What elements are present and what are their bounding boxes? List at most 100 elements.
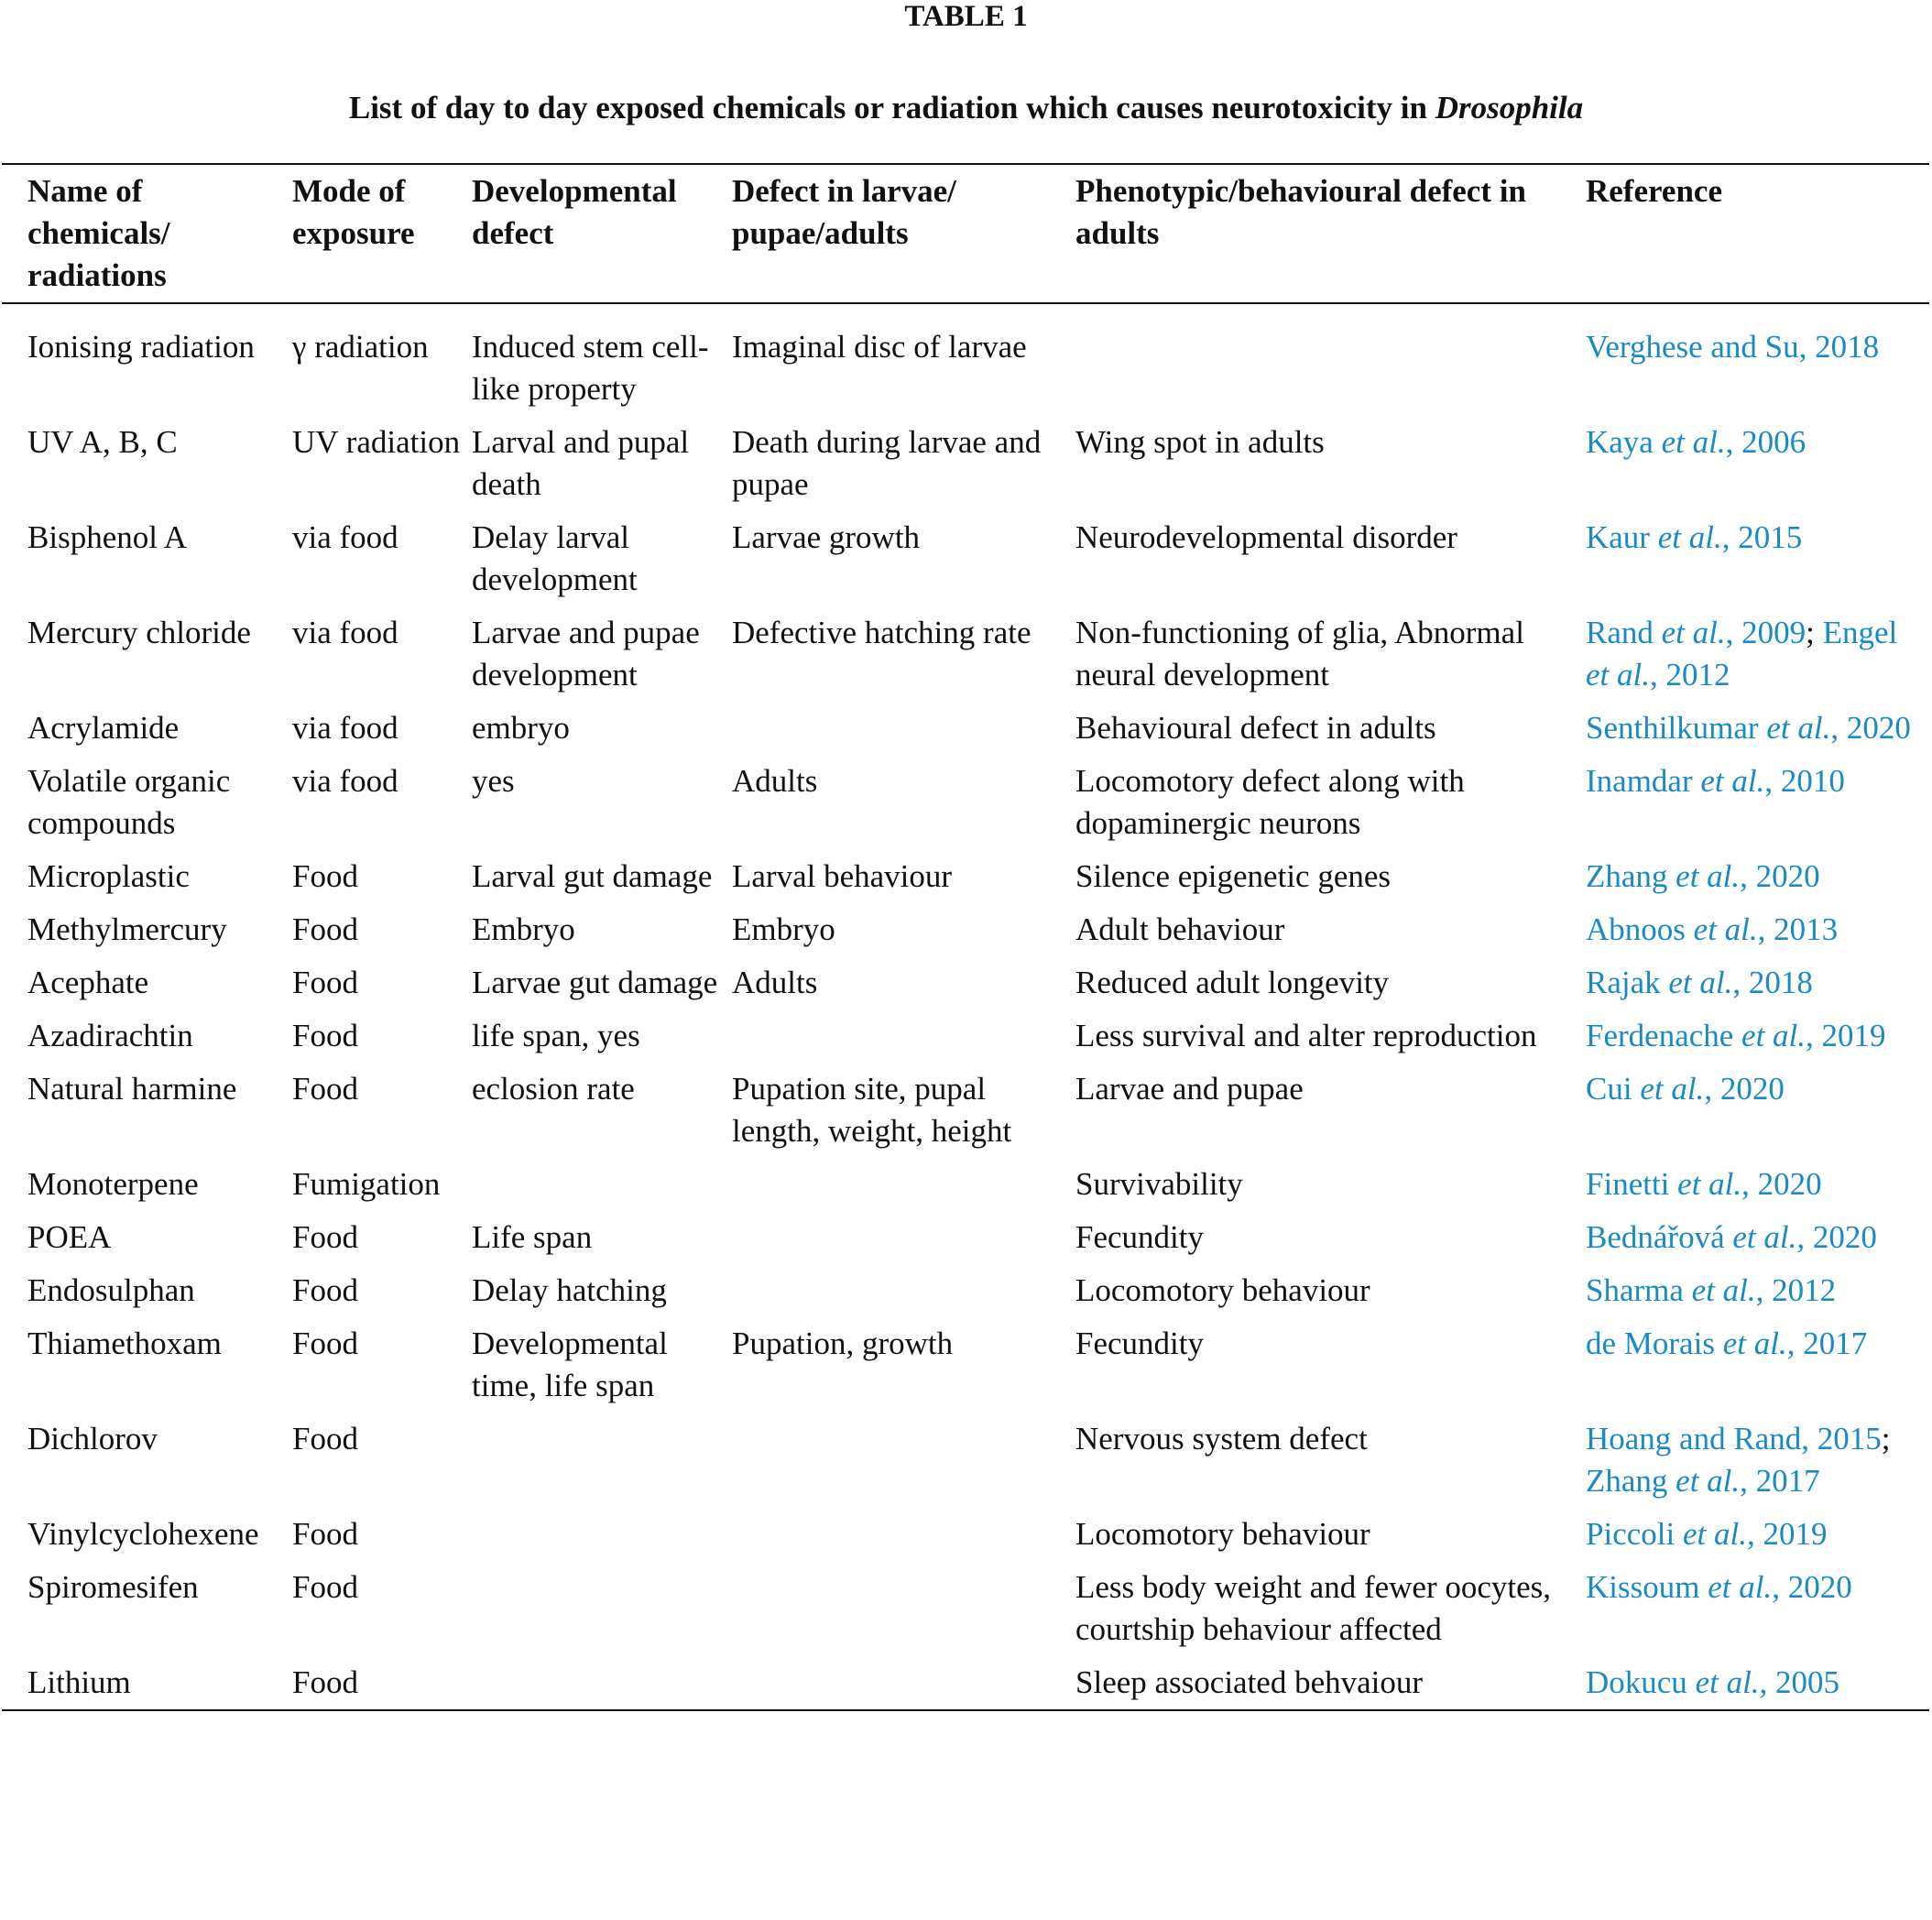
cell-reference: Finetti et al., 2020 (1586, 1158, 1929, 1211)
table-row: Microplastic Food Larval gut damage Larval … (2, 850, 1929, 903)
cell-phenotypic: Survivability (1075, 1166, 1243, 1202)
cell-chemical: Methylmercury (27, 911, 227, 947)
cell-reference: Sharma et al., 2012 (1586, 1264, 1929, 1317)
cell-larvae (732, 1656, 1075, 1710)
cell-mode: via food (292, 763, 398, 799)
cell-reference: Kaya et al., 2006 (1586, 416, 1929, 511)
table-body: Ionising radiation γ radiation Induced ste… (2, 303, 1929, 1710)
cell-reference: Kaur et al., 2015 (1586, 511, 1929, 606)
caption-italic: Drosophila (1435, 90, 1584, 125)
cell-phenotypic: Fecundity (1075, 1325, 1204, 1361)
cell-chemical: Monoterpene (27, 1166, 199, 1202)
reference-link[interactable]: Verghese and Su, 2018 (1586, 329, 1880, 365)
cell-larvae (732, 1413, 1075, 1508)
cell-larvae (732, 1264, 1075, 1317)
cell-larvae (732, 1561, 1075, 1656)
cell-reference: Hoang and Rand, 2015; Zhang et al., 2017 (1586, 1413, 1929, 1508)
cell-mode: Food (292, 1664, 358, 1700)
reference-link[interactable]: Kissoum et al., 2020 (1586, 1569, 1852, 1605)
cell-larvae: Adults (732, 763, 818, 799)
reference-link[interactable]: Kaur et al., 2015 (1586, 519, 1803, 555)
reference-link[interactable]: Kaya et al., 2006 (1586, 424, 1806, 460)
cell-developmental: eclosion rate (472, 1071, 635, 1107)
reference-link[interactable]: Dokucu et al., 2005 (1586, 1664, 1840, 1700)
reference-link[interactable]: de Morais et al., 2017 (1586, 1325, 1868, 1361)
cell-larvae (732, 1009, 1075, 1063)
header-name: Name of chemicals/ radiations (27, 173, 170, 293)
reference-link[interactable]: Sharma et al., 2012 (1586, 1272, 1837, 1308)
cell-developmental: Delay hatching (472, 1272, 667, 1308)
cell-developmental (472, 1656, 732, 1710)
cell-larvae (732, 1158, 1075, 1211)
cell-chemical: Ionising radiation (27, 329, 255, 365)
header-reference: Reference (1586, 173, 1722, 209)
cell-phenotypic: Larvae and pupae (1075, 1071, 1304, 1107)
reference-link[interactable]: Finetti et al., 2020 (1586, 1166, 1822, 1202)
table-row: Mercury chloride via food Larvae and pupae… (2, 606, 1929, 702)
reference-link[interactable]: Engel et al., 2012 (1586, 615, 1898, 693)
cell-larvae: Imaginal disc of larvae (732, 329, 1027, 365)
cell-reference: Piccoli et al., 2019 (1586, 1508, 1929, 1561)
cell-mode: Food (292, 1325, 358, 1361)
cell-mode: Food (292, 1018, 358, 1053)
cell-reference: Rand et al., 2009; Engel et al., 2012 (1586, 606, 1929, 702)
reference-link[interactable]: Zhang et al., 2020 (1586, 858, 1820, 894)
cell-mode: Food (292, 965, 358, 1000)
reference-link[interactable]: Bednářová et al., 2020 (1586, 1219, 1877, 1255)
cell-developmental: Larvae and pupae development (472, 615, 700, 693)
cell-larvae: Pupation site, pupal length, weight, hei… (732, 1071, 1012, 1149)
cell-developmental: Life span (472, 1219, 593, 1255)
reference-link[interactable]: Senthilkumar et al., 2020 (1586, 710, 1911, 746)
cell-developmental: Larval and pupal death (472, 424, 690, 502)
table-row: Bisphenol A via food Delay larval developm… (2, 511, 1929, 606)
cell-mode: Food (292, 1219, 358, 1255)
cell-mode: via food (292, 710, 398, 746)
cell-chemical: Azadirachtin (27, 1018, 193, 1053)
table-header: Name of chemicals/ radiations Mode of ex… (2, 164, 1929, 303)
cell-chemical: Volatile organic compounds (27, 763, 231, 841)
reference-link[interactable]: Ferdenache et al., 2019 (1586, 1018, 1886, 1053)
reference-link[interactable]: Hoang and Rand, 2015 (1586, 1421, 1882, 1456)
cell-developmental (472, 1158, 732, 1211)
cell-chemical: Acrylamide (27, 710, 180, 746)
cell-phenotypic: Locomotory behaviour (1075, 1516, 1370, 1552)
cell-chemical: Vinylcyclohexene (27, 1516, 259, 1552)
reference-link[interactable]: Rand et al., 2009 (1586, 615, 1806, 650)
reference-link[interactable]: Zhang et al., 2017 (1586, 1463, 1820, 1499)
cell-reference: Rajak et al., 2018 (1586, 956, 1929, 1009)
reference-link[interactable]: Piccoli et al., 2019 (1586, 1516, 1828, 1552)
cell-developmental (472, 1413, 732, 1508)
cell-mode: via food (292, 615, 398, 650)
cell-phenotypic: Less survival and alter reproduction (1075, 1018, 1537, 1053)
table-row: Dichlorov Food Nervous system defect Hoang … (2, 1413, 1929, 1508)
cell-chemical: Natural harmine (27, 1071, 237, 1107)
cell-reference: de Morais et al., 2017 (1586, 1317, 1929, 1413)
cell-mode: Food (292, 1516, 358, 1552)
cell-phenotypic: Behavioural defect in adults (1075, 710, 1436, 746)
cell-chemical: Mercury chloride (27, 615, 251, 650)
cell-chemical: POEA (27, 1219, 112, 1255)
cell-phenotypic: Sleep associated behvaiour (1075, 1664, 1424, 1700)
cell-mode: Food (292, 1569, 358, 1605)
reference-link[interactable]: Inamdar et al., 2010 (1586, 763, 1845, 799)
cell-mode: Food (292, 858, 358, 894)
cell-reference: Zhang et al., 2020 (1586, 850, 1929, 903)
cell-reference: Cui et al., 2020 (1586, 1063, 1929, 1158)
table-row: Acephate Food Larvae gut damage Adults Reduc… (2, 956, 1929, 1009)
cell-developmental: life span, yes (472, 1018, 640, 1053)
cell-phenotypic: Locomotory behaviour (1075, 1272, 1370, 1308)
reference-link[interactable]: Abnoos et al., 2013 (1586, 911, 1839, 947)
cell-larvae: Larvae growth (732, 519, 921, 555)
table-row: Ionising radiation γ radiation Induced ste… (2, 303, 1929, 416)
table-row: Azadirachtin Food life span, yes Less survi… (2, 1009, 1929, 1063)
cell-reference: Inamdar et al., 2010 (1586, 755, 1929, 850)
cell-chemical: Spiromesifen (27, 1569, 199, 1605)
reference-link[interactable]: Rajak et al., 2018 (1586, 965, 1813, 1000)
reference-link[interactable]: Cui et al., 2020 (1586, 1071, 1785, 1107)
cell-phenotypic: Adult behaviour (1075, 911, 1285, 947)
cell-chemical: Endosulphan (27, 1272, 195, 1308)
cell-mode: via food (292, 519, 398, 555)
table-caption: List of day to day exposed chemicals or … (0, 90, 1932, 126)
cell-larvae: Defective hatching rate (732, 615, 1031, 650)
cell-phenotypic: Fecundity (1075, 1219, 1204, 1255)
